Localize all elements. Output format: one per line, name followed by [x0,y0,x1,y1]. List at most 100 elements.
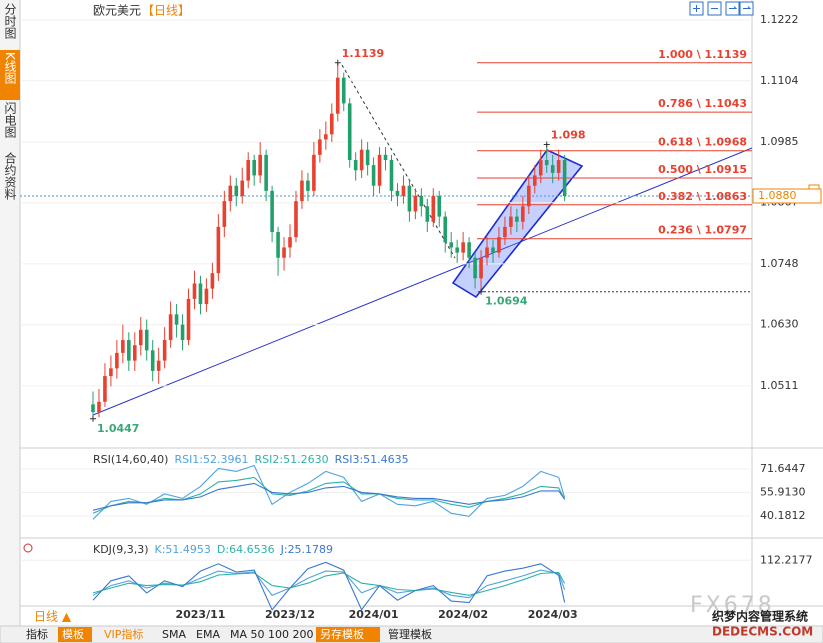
candle-body [246,159,251,181]
candle-body [270,190,274,233]
toolbar-tab[interactable]: SMA [162,628,186,641]
sidebar-tab-active[interactable] [0,50,20,100]
candle-body [216,226,221,274]
fib-label: 1.000 \ 1.1139 [658,48,747,61]
last-price-box [752,188,822,204]
sidebar-tab[interactable]: 分时图 [3,3,17,39]
indicator-header-item: D: [217,543,229,556]
y-tick-label: 1.0748 [760,257,799,270]
candle-body [282,247,286,258]
toolbar-tab-active[interactable] [316,627,380,642]
candle-body [359,149,364,171]
candle-body [150,350,155,371]
fib-label: 0.500 \ 1.0915 [658,163,747,176]
trend-line [92,147,753,416]
candle-body [288,237,292,248]
candle-body [377,154,382,186]
candle-body [121,340,125,353]
y-tick-label: 1.0630 [760,318,799,331]
candle-body [401,185,406,197]
candle-body [389,159,394,191]
icon-glyph [693,5,752,12]
channel [451,148,584,299]
candle-body [497,237,501,253]
sidebar-tab[interactable]: 闪电图 [3,102,17,138]
candle-body [479,257,483,279]
candle-body [210,273,215,289]
indicator-line [92,561,566,611]
candle-body [532,175,537,186]
candle-body [97,401,101,413]
y-tick-label: 1.0511 [760,379,799,392]
indicator-line [92,476,566,514]
candle-body [461,242,465,253]
candle-body [353,159,358,171]
candle-body [180,324,185,341]
candle-body [109,368,113,377]
annotation-label: 1.098 [551,129,586,142]
candle-body [127,340,131,361]
fib-label: 0.786 \ 1.1043 [658,97,747,110]
sidebar-tab[interactable]: 合约资料 [3,151,17,200]
annotation-label: 1.0447 [97,422,139,435]
settings-icon[interactable] [23,543,33,553]
toolbar-tab[interactable]: MA 50 100 200 [230,628,314,641]
candle-body [264,154,268,191]
candle-body [132,345,137,361]
toolbar-icons[interactable] [689,1,754,16]
candle-body [252,159,256,176]
indicator-header-item: J: [280,543,288,556]
indicator-header-item: 52.3961 [203,453,249,466]
candle-body [192,283,197,299]
candle-body [156,360,161,371]
indicator-header-item: 51.4635 [363,453,409,466]
candle-body [330,113,334,135]
toolbar-tab[interactable]: 模板 [62,627,84,641]
candle-body [276,232,280,258]
candle-body [503,226,507,238]
candle-body [383,154,388,160]
y-tick-label: 1.1104 [760,74,799,87]
toolbar-tab[interactable]: EMA [196,628,220,641]
indicator-header-item: RSI(14,60,40) [93,453,168,466]
toolbar-tab[interactable]: 另存模板 [320,627,364,641]
indicator-line [92,464,566,520]
indicator-line [92,571,566,596]
candle-body [515,216,519,222]
sidebar-tab[interactable]: K线图 [3,52,17,84]
period-selector[interactable]: 日线 ▲ [34,610,72,624]
candle-body [294,201,298,238]
candle-body [258,154,262,176]
annotation-marker [543,141,550,148]
toolbar-tab[interactable]: VIP指标 [104,627,143,641]
indicator-header-item: 64.6536 [229,543,275,556]
candle-body [222,201,227,227]
candle-body [467,242,471,258]
candle-body [419,196,424,207]
indicator-header-item: RSI2: [255,453,284,466]
candle-body [103,376,107,402]
toolbar-tab-active[interactable] [58,627,92,642]
candle-body [341,77,346,104]
toolbar-tab[interactable]: 指标 [26,627,48,641]
candle-body [162,340,167,361]
x-tick-label: 2024/03 [528,608,578,621]
candle-body [306,180,310,191]
candle-body [240,180,245,197]
candle-body [371,165,376,186]
candle-body [455,247,459,253]
candle-body [431,196,436,222]
y-tick-label: 1.0985 [760,135,799,148]
candle-body [509,216,513,227]
x-tick-label: 2024/01 [349,608,399,621]
indicator-header: RSI(14,60,40) RSI1:52.3961 RSI2:51.2630 RSI… [93,453,409,466]
candle-body [521,206,525,222]
last-price-label: 1.0880 [758,189,797,202]
annotation-marker [478,288,485,295]
watermark: FX678 [690,593,775,618]
candle-body [491,247,495,253]
candle-body [204,288,209,305]
toolbar-tab[interactable]: 管理模板 [388,627,432,641]
candle-body [544,159,549,166]
y-tick-label: 1.1222 [760,13,799,26]
